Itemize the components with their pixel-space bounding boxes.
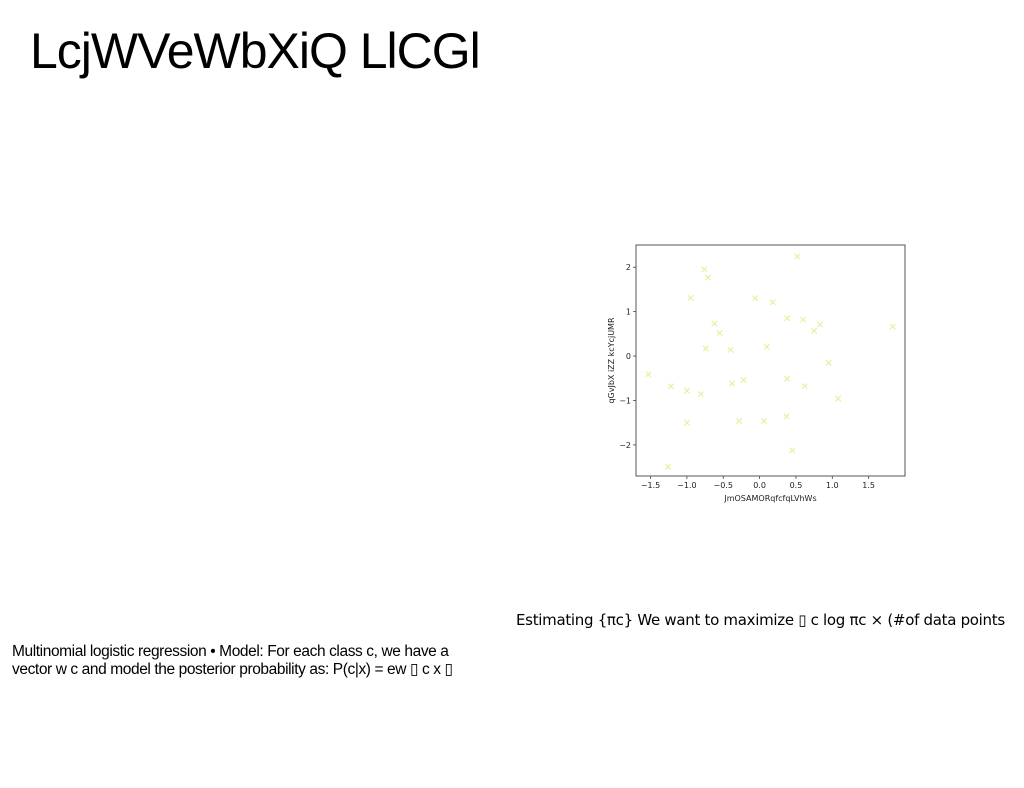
y-tick-label: 2 <box>626 263 631 272</box>
y-axis-label-group: qGvJbX iZZ kcYcjUMR <box>607 317 616 403</box>
caption-multinomial-line-2: vector w c and model the posterior proba… <box>12 661 453 678</box>
x-tick-label: 0.0 <box>753 481 766 490</box>
y-tick-label: 0 <box>626 352 631 361</box>
scatter-point <box>736 417 743 424</box>
slide-title: LcjWVeWbXiQ LlCGl <box>30 23 481 79</box>
scatter-point <box>705 274 711 281</box>
scatter-point <box>784 315 791 322</box>
scatter-point <box>711 320 718 327</box>
scatter-point <box>697 391 704 398</box>
x-tick-label: −0.5 <box>714 481 733 490</box>
y-tick-label: 1 <box>626 308 631 317</box>
scatter-point <box>683 419 690 426</box>
scatter-point <box>811 327 818 334</box>
y-axis-label: qGvJbX iZZ kcYcjUMR <box>607 317 616 403</box>
scatter-point <box>729 380 735 387</box>
y-tick-label: −2 <box>619 441 631 450</box>
plot-frame <box>635 244 906 477</box>
scatter-point <box>687 294 694 301</box>
scatter-point <box>784 375 791 382</box>
x-tick-label: 1.0 <box>826 481 839 490</box>
scatter-point <box>702 345 709 352</box>
scatter-point <box>763 343 770 350</box>
caption-multinomial-line-1: Multinomial logistic regression • Model:… <box>12 643 449 660</box>
scatter-point <box>889 323 896 330</box>
x-tick-label: −1.5 <box>641 481 660 490</box>
scatter-point <box>752 295 759 302</box>
scatter-point <box>665 463 671 470</box>
scatter-point <box>794 253 801 260</box>
scatter-plot: qGvJbX iZZ kcYcjUMR JmOSAMORqfcfqLVhWs −… <box>600 236 920 512</box>
x-tick-label: −1.0 <box>677 481 696 490</box>
x-axis-label: JmOSAMORqfcfqLVhWs <box>723 494 816 503</box>
scatter-point <box>645 371 652 378</box>
scatter-point <box>761 417 767 424</box>
scatter-point <box>701 266 708 273</box>
scatter-plot-svg: qGvJbX iZZ kcYcjUMR JmOSAMORqfcfqLVhWs −… <box>607 244 906 503</box>
scatter-point <box>783 413 790 420</box>
y-tick-label: −1 <box>619 396 631 405</box>
caption-estimating: Estimating {πc} We want to maximize ▯ c … <box>516 611 1005 629</box>
scatter-point <box>816 321 823 328</box>
scatter-point <box>789 447 796 454</box>
scatter-point <box>667 383 674 390</box>
x-tick-label: 0.5 <box>790 481 803 490</box>
scatter-point <box>801 383 808 390</box>
scatter-point <box>716 330 723 336</box>
scatter-point <box>740 377 747 383</box>
scatter-point <box>683 387 690 394</box>
scatter-point <box>769 299 776 306</box>
caption-multinomial: Multinomial logistic regression • Model:… <box>12 643 502 679</box>
scatter-point <box>835 395 842 402</box>
scatter-point <box>825 359 832 366</box>
scatter-point <box>727 346 734 353</box>
scatter-point <box>800 316 807 323</box>
x-tick-label: 1.5 <box>862 481 875 490</box>
